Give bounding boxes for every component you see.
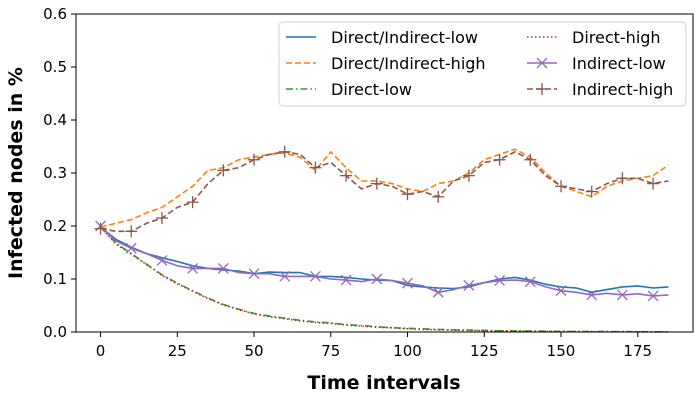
data-point-marker: [217, 164, 230, 177]
data-point-marker: [524, 276, 536, 288]
y-tick-label: 0.2: [43, 217, 67, 235]
series-line-6: [100, 151, 669, 233]
legend-label: Direct-low: [331, 80, 412, 99]
data-point-marker: [187, 262, 199, 274]
data-point-marker: [462, 169, 475, 182]
x-tick-label: 75: [321, 342, 340, 360]
data-point-marker: [616, 289, 628, 301]
series-line-1: [100, 226, 669, 294]
y-tick-label: 0.5: [43, 58, 67, 76]
x-tick-label: 150: [547, 342, 576, 360]
legend-label: Direct/Indirect-low: [331, 28, 478, 47]
series-line-5: [100, 225, 669, 297]
data-point-marker: [616, 172, 629, 185]
x-tick-label: 50: [244, 342, 263, 360]
data-point-marker: [585, 185, 598, 198]
data-point-marker: [278, 145, 291, 158]
data-point-marker: [371, 273, 383, 285]
legend-frame: [278, 21, 687, 107]
legend-marker: [536, 57, 548, 69]
x-tick-label: 25: [168, 342, 187, 360]
data-point-marker: [217, 262, 229, 274]
legend: Direct/Indirect-low Direct/Indirect-high D…: [278, 21, 687, 107]
data-point-marker: [248, 153, 261, 166]
data-point-marker: [586, 289, 598, 301]
x-axis: 0 25 50 75 100 125 150 175: [96, 332, 652, 360]
x-tick-label: 100: [393, 342, 422, 360]
data-point-marker: [155, 212, 168, 225]
data-point-marker: [555, 180, 568, 193]
y-tick-label: 0.0: [43, 323, 67, 341]
data-point-marker: [125, 225, 138, 238]
y-tick-label: 0.6: [43, 5, 67, 23]
y-tick-label: 0.1: [43, 270, 67, 288]
data-point-marker: [94, 222, 107, 235]
data-point-marker: [340, 169, 353, 182]
data-point-marker: [402, 277, 413, 289]
data-point-marker: [340, 274, 352, 286]
data-point-marker: [125, 242, 137, 254]
data-point-marker: [401, 188, 414, 201]
y-tick-label: 0.3: [43, 164, 67, 182]
data-point-marker: [186, 196, 199, 209]
legend-label: Direct-high: [572, 28, 661, 47]
series-line-3: [100, 226, 669, 333]
data-point-marker: [647, 177, 660, 190]
legend-marker: [536, 83, 548, 95]
x-tick-label: 125: [470, 342, 499, 360]
data-point-marker: [309, 161, 322, 174]
data-point-marker: [555, 285, 567, 297]
series-line-2: [100, 148, 669, 228]
legend-label: Indirect-high: [572, 80, 673, 99]
x-tick-label: 175: [623, 342, 652, 360]
data-point-marker: [432, 286, 444, 298]
data-point-marker: [370, 177, 383, 190]
data-point-marker: [156, 254, 168, 266]
y-axis-label: Infected nodes in %: [5, 67, 27, 279]
legend-label: Direct/Indirect-high: [331, 54, 486, 73]
data-point-marker: [494, 275, 506, 287]
data-point-marker: [493, 153, 506, 166]
y-tick-label: 0.4: [43, 111, 67, 129]
data-point-marker: [248, 268, 260, 280]
x-tick-label: 0: [96, 342, 106, 360]
data-point-marker: [432, 190, 445, 203]
data-point-marker: [524, 153, 537, 166]
data-point-marker: [647, 290, 659, 302]
y-axis: 0.0 0.1 0.2 0.3 0.4 0.5 0.6: [43, 5, 76, 341]
x-axis-label: Time intervals: [307, 372, 460, 394]
data-point-marker: [463, 279, 475, 291]
data-point-marker: [279, 270, 291, 282]
plot-area: [94, 145, 669, 333]
legend-label: Indirect-low: [572, 54, 666, 73]
data-point-marker: [309, 270, 321, 282]
